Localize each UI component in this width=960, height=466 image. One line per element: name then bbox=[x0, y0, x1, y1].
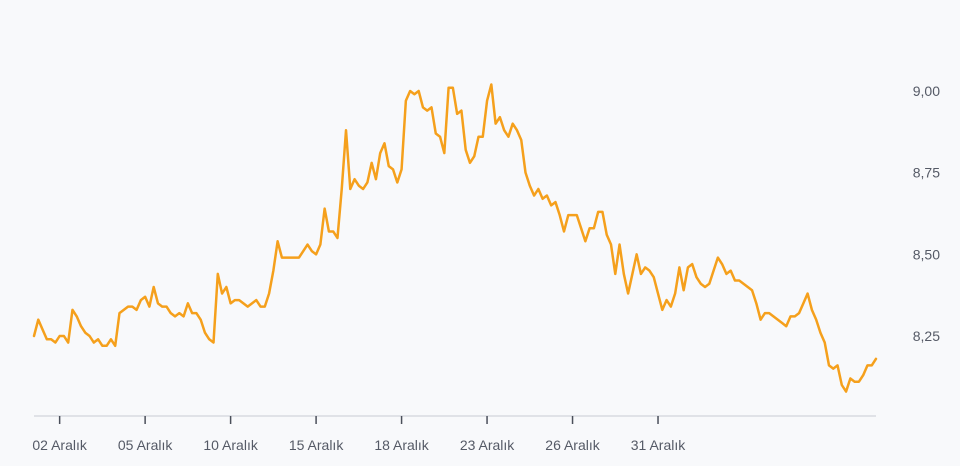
y-tick-label: 8,25 bbox=[913, 328, 940, 344]
y-tick-label: 8,75 bbox=[913, 165, 940, 181]
x-tick-label: 05 Aralık bbox=[118, 437, 173, 453]
x-tick-label: 31 Aralık bbox=[631, 437, 686, 453]
series-layer bbox=[32, 83, 878, 393]
x-tick-label: 02 Aralık bbox=[32, 437, 87, 453]
y-axis-ticks: 8,25 8,50 8,75 9,00 bbox=[913, 83, 940, 344]
x-tick-label: 10 Aralık bbox=[203, 437, 258, 453]
y-tick-label: 8,50 bbox=[913, 246, 940, 262]
x-axis: 02 Aralık 05 Aralık 10 Aralık 15 Aralık 18 A… bbox=[32, 415, 876, 453]
y-tick-label: 9,00 bbox=[913, 83, 940, 99]
x-tick-label: 23 Aralık bbox=[460, 437, 515, 453]
series-line bbox=[32, 83, 878, 393]
x-tick-label: 18 Aralık bbox=[374, 437, 429, 453]
x-tick-label: 26 Aralık bbox=[545, 437, 600, 453]
x-tick-label: 15 Aralık bbox=[289, 437, 344, 453]
